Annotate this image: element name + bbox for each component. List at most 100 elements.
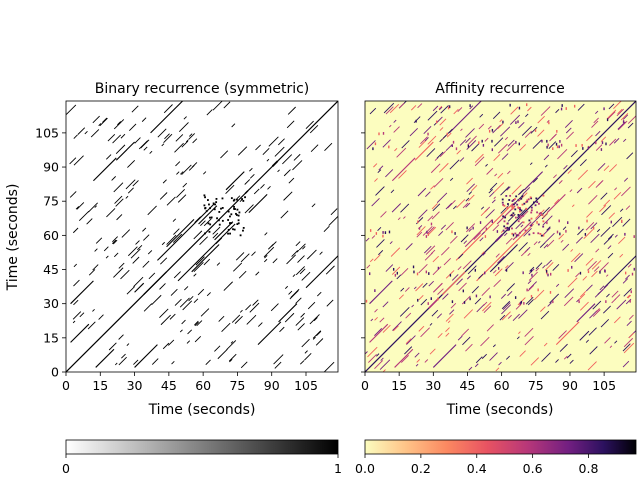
binary-recurrence-dot <box>214 203 216 206</box>
affinity-recurrence-streak <box>623 177 629 182</box>
affinity-recurrence-streak <box>622 360 630 368</box>
binary-recurrence-streak <box>149 150 153 154</box>
affinity-recurrence-streak <box>500 126 511 137</box>
affinity-recurrence-streak <box>492 344 496 348</box>
affinity-recurrence-streak <box>507 213 516 222</box>
affinity-recurrence-streak <box>553 174 557 179</box>
affinity-recurrence-streak <box>494 268 503 277</box>
affinity-recurrence-streak <box>502 302 511 311</box>
binary-recurrence-streak <box>72 227 79 234</box>
affinity-recurrence-dot <box>520 209 523 212</box>
binary-recurrence-segment <box>248 193 268 213</box>
affinity-recurrence-streak <box>609 345 613 348</box>
affinity-recurrence-streak <box>468 191 473 195</box>
affinity-recurrence-streak <box>445 202 453 210</box>
affinity-recurrence-dot <box>491 128 494 132</box>
binary-recurrence-streak <box>311 203 316 208</box>
affinity-colorbar-tick-label: 0.0 <box>355 461 375 476</box>
affinity-recurrence-dot <box>447 106 450 110</box>
affinity-recurrence-streak <box>575 272 580 278</box>
affinity-recurrence-streak <box>628 332 635 339</box>
affinity-recurrence-dot <box>526 288 528 292</box>
affinity-recurrence-dot <box>517 220 520 223</box>
affinity-recurrence-streak <box>585 284 593 292</box>
affinity-recurrence-streak <box>474 363 479 368</box>
affinity-recurrence-dot <box>413 270 415 274</box>
binary-recurrence-streak <box>108 342 117 351</box>
affinity-recurrence-streak <box>415 363 419 367</box>
affinity-recurrence-streak <box>396 147 407 158</box>
binary-recurrence-streak <box>291 250 299 257</box>
affinity-recurrence-dot <box>511 227 513 230</box>
affinity-colorbar-tick-label: 0.2 <box>411 461 431 476</box>
affinity-recurrence-dot <box>633 267 635 271</box>
affinity-recurrence-streak <box>425 191 431 197</box>
affinity-recurrence-streak <box>427 110 438 121</box>
binary-y-axis-label: Time (seconds) <box>5 184 21 292</box>
binary-recurrence-streak <box>305 120 314 130</box>
binary-recurrence-streak <box>244 190 249 194</box>
affinity-recurrence-streak <box>475 356 483 364</box>
affinity-recurrence-dot <box>502 203 505 206</box>
affinity-recurrence-dot <box>417 298 419 302</box>
affinity-recurrence-streak <box>416 231 423 238</box>
binary-recurrence-streak <box>182 300 193 311</box>
affinity-recurrence-dot <box>547 273 549 277</box>
affinity-recurrence-segment <box>555 321 580 346</box>
affinity-recurrence-streak <box>426 226 435 235</box>
binary-recurrence-segment <box>115 141 135 161</box>
binary-recurrence-streak <box>161 241 165 246</box>
affinity-recurrence-streak <box>519 144 527 151</box>
affinity-recurrence-streak <box>368 353 377 363</box>
affinity-recurrence-streak <box>613 101 622 110</box>
binary-recurrence-streak <box>179 297 190 308</box>
affinity-x-tick-label: 0 <box>361 378 369 393</box>
binary-recurrence-streak <box>132 180 139 187</box>
binary-recurrence-streak <box>159 192 168 200</box>
binary-recurrence-streak <box>94 248 98 252</box>
binary-recurrence-streak <box>283 191 293 201</box>
binary-recurrence-streak <box>231 314 241 323</box>
binary-recurrence-streak <box>98 123 102 127</box>
binary-x-tick-label: 15 <box>92 378 108 393</box>
affinity-recurrence-dot <box>531 273 533 277</box>
affinity-recurrence-dot <box>516 203 519 206</box>
binary-recurrence-streak <box>181 164 192 175</box>
binary-recurrence-streak <box>240 361 248 369</box>
affinity-recurrence-dot <box>530 206 533 209</box>
affinity-recurrence-streak <box>603 236 613 245</box>
affinity-recurrence-dot <box>558 145 560 149</box>
binary-recurrence-streak <box>220 150 229 159</box>
binary-recurrence-streak <box>236 195 241 200</box>
affinity-recurrence-streak <box>457 107 463 112</box>
affinity-recurrence-streak <box>626 152 634 160</box>
affinity-recurrence-streak <box>515 221 524 230</box>
binary-recurrence-streak <box>324 142 333 151</box>
affinity-recurrence-dot <box>482 143 485 147</box>
binary-recurrence-segment <box>191 244 220 273</box>
binary-recurrence-streak <box>193 230 203 240</box>
binary-recurrence-streak <box>302 246 306 250</box>
affinity-recurrence-streak <box>579 159 587 167</box>
affinity-recurrence-streak <box>405 312 412 319</box>
affinity-recurrence-dot <box>475 294 478 298</box>
affinity-x-axis-label: Time (seconds) <box>446 402 554 418</box>
affinity-recurrence-streak <box>429 348 436 355</box>
binary-recurrence-streak <box>173 228 180 235</box>
binary-recurrence-streak <box>186 340 191 344</box>
binary-recurrence-streak <box>199 236 208 246</box>
binary-x-tick-label: 75 <box>229 378 245 393</box>
affinity-recurrence-streak <box>590 222 598 230</box>
affinity-recurrence-streak <box>533 213 543 223</box>
affinity-recurrence-streak <box>447 320 451 324</box>
affinity-recurrence-streak <box>383 102 395 114</box>
binary-recurrence-streak <box>103 246 109 252</box>
affinity-recurrence-dot <box>556 145 559 149</box>
binary-recurrence-streak <box>230 341 234 344</box>
affinity-recurrence-dot <box>517 234 520 237</box>
affinity-recurrence-streak <box>562 226 567 230</box>
binary-recurrence-streak <box>133 276 144 287</box>
affinity-recurrence-streak <box>543 244 549 249</box>
binary-recurrence-streak <box>98 314 104 320</box>
affinity-recurrence-streak <box>506 283 515 292</box>
